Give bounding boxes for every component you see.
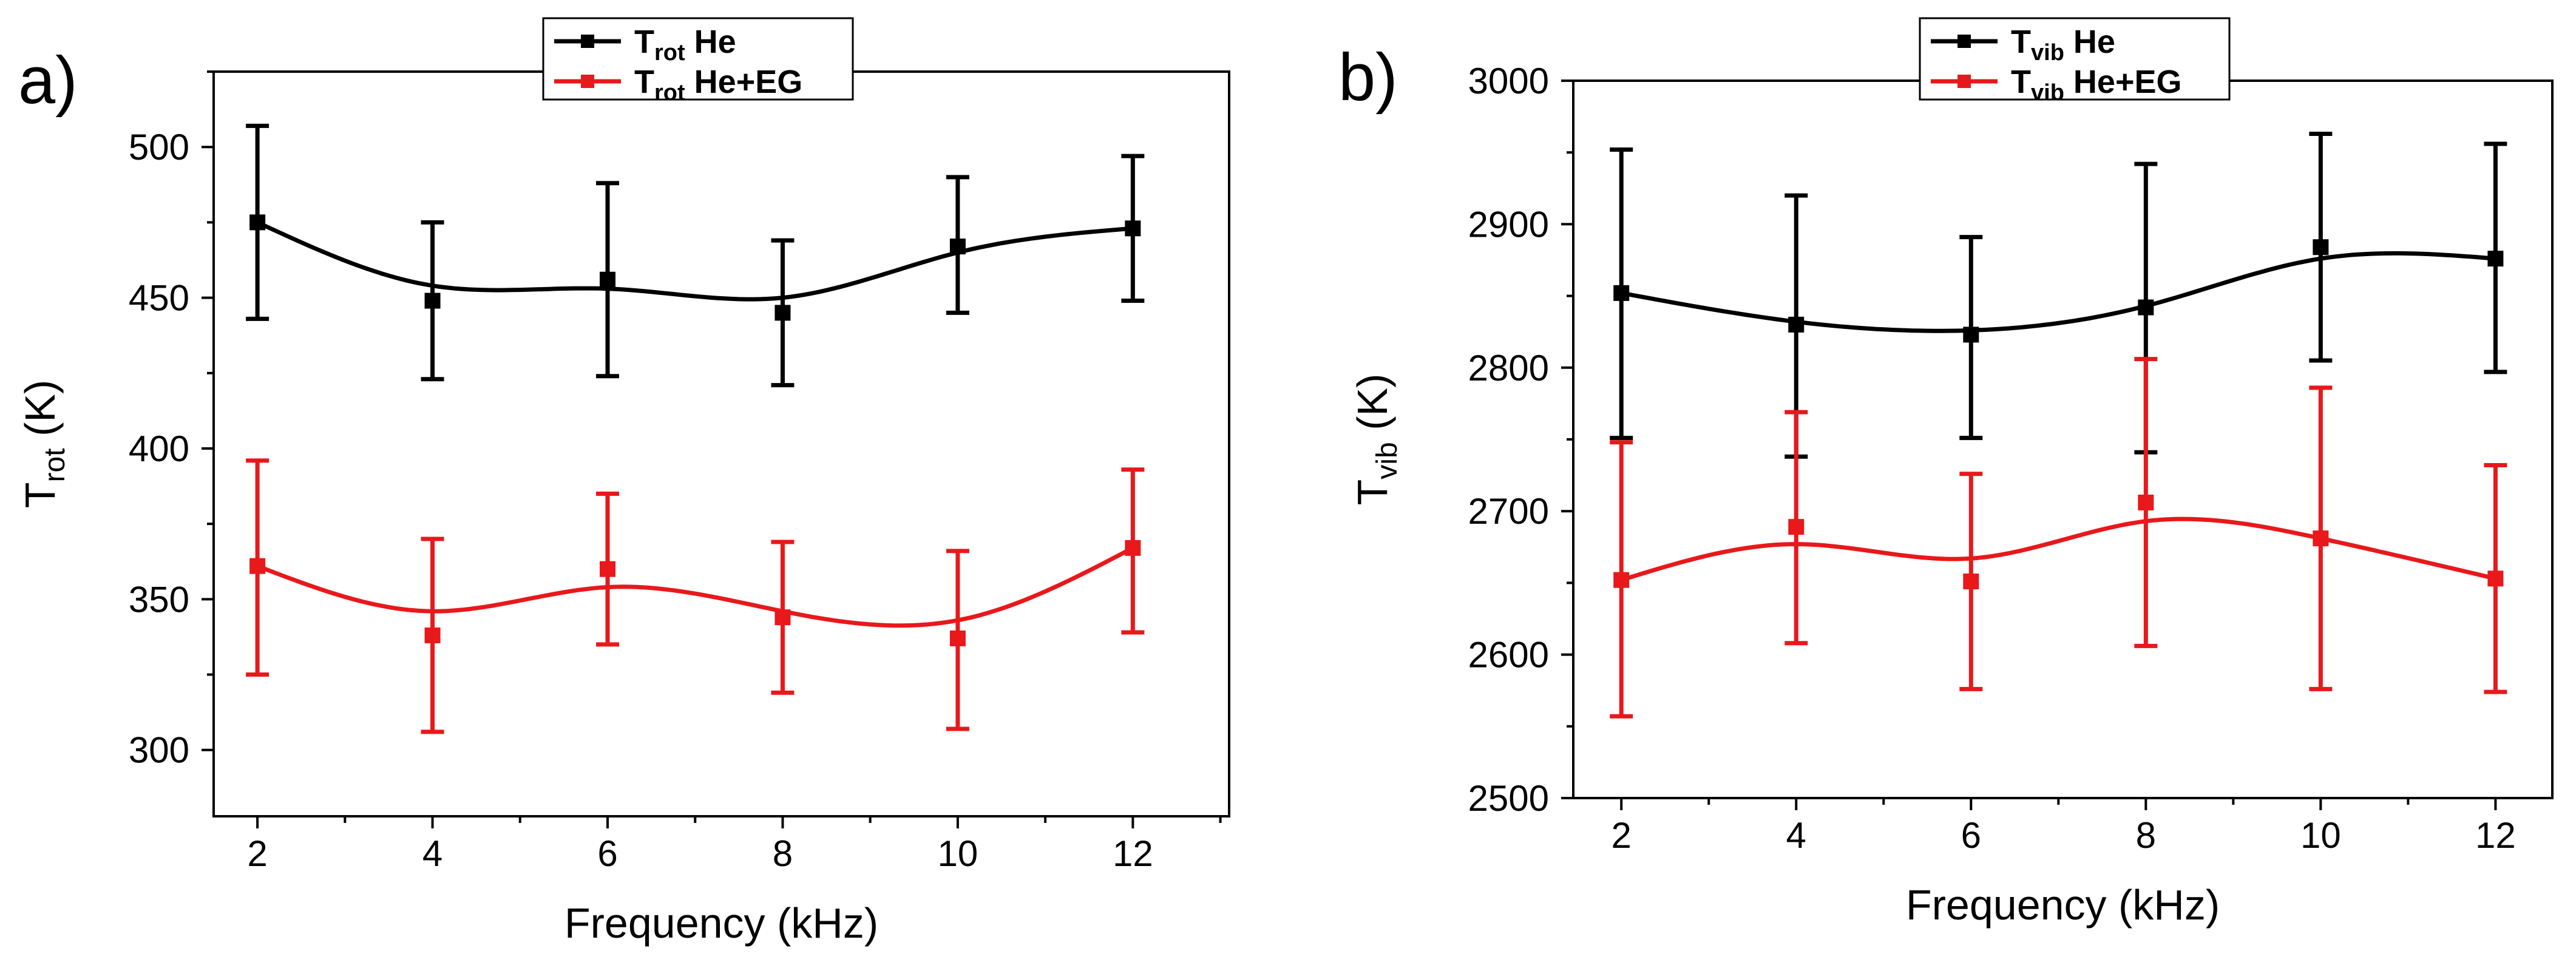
data-point	[1788, 316, 1805, 333]
y-tick-label: 2500	[1468, 778, 1549, 819]
x-tick-label: 4	[1786, 815, 1806, 856]
y-axis-title: Trot (K)	[16, 380, 71, 509]
y-tick-label: 300	[129, 730, 189, 771]
y-axis-title-sub: rot	[39, 448, 71, 482]
x-tick-label: 10	[938, 833, 978, 874]
x-tick-label: 4	[422, 833, 442, 874]
data-point	[774, 609, 791, 626]
data-point	[1125, 220, 1141, 237]
legend-label-tail: He+EG	[2064, 64, 2182, 100]
y-axis-title-main: T	[16, 482, 64, 509]
data-point	[774, 305, 791, 321]
data-point	[249, 558, 266, 574]
y-axis-title-tail: (K)	[1349, 374, 1396, 442]
y-tick-label: 2800	[1468, 348, 1549, 388]
x-tick-label: 8	[2136, 815, 2156, 856]
data-point	[1613, 285, 1630, 301]
legend-label: Tvib He	[2011, 24, 2115, 66]
legend-swatch-marker	[1957, 75, 1971, 88]
x-tick-label: 10	[2300, 815, 2341, 856]
chart-panel-b: b) 2 4 6 8 10 12 2500 2600 2700 2800 2900 3000 Freque…	[1338, 17, 2554, 929]
series-line	[256, 220, 1133, 302]
y-axis-title-main: T	[1349, 479, 1396, 506]
data-point	[424, 627, 441, 643]
x-tick-label: 6	[597, 833, 617, 874]
y-tick-label: 350	[129, 579, 189, 620]
y-tick-label: 3000	[1468, 61, 1549, 101]
data-point	[2138, 299, 2154, 316]
panel-label: b)	[1338, 40, 1398, 115]
y-tick-label: 2900	[1468, 204, 1549, 245]
data-point	[600, 561, 616, 577]
legend-label: Trot He+EG	[634, 64, 802, 106]
data-point	[949, 630, 966, 646]
legend-label: Tvib He+EG	[2011, 64, 2182, 106]
x-tick-label: 2	[247, 833, 267, 874]
legend-swatch-marker	[581, 35, 594, 48]
data-point	[1963, 327, 1979, 343]
y-tick-label: 2600	[1468, 635, 1549, 675]
y-tick-label: 2700	[1468, 491, 1549, 532]
chart-panel-a: a) 2 4 6 8 10 12 300 350 400 450 500 Frequency (kHz)…	[16, 17, 1230, 947]
series-1	[1610, 357, 2507, 719]
data-point	[249, 214, 266, 231]
series-line	[1621, 251, 2496, 333]
legend-swatch-marker	[581, 75, 594, 88]
series-1	[246, 458, 1145, 734]
legend-label-main: T	[634, 64, 654, 100]
data-point	[600, 271, 616, 288]
legend-label-sub: vib	[2031, 80, 2064, 106]
x-tick-label: 12	[1113, 833, 1153, 874]
y-tick-label: 500	[129, 127, 189, 168]
y-axis-title-tail: (K)	[16, 380, 64, 448]
legend-label-sub: rot	[654, 40, 685, 66]
data-point	[2138, 495, 2154, 511]
series-line	[1621, 516, 2496, 583]
legend-label-main: T	[2011, 64, 2031, 100]
series-line	[256, 546, 1134, 628]
legend-label-main: T	[2011, 24, 2031, 60]
legend-label-tail: He+EG	[685, 64, 803, 100]
y-axis-title-sub: vib	[1371, 442, 1403, 479]
panel-label: a)	[18, 43, 78, 118]
legend-box	[542, 17, 854, 101]
legend-label-sub: rot	[654, 80, 685, 106]
data-point	[1963, 574, 1979, 590]
data-point	[1613, 572, 1630, 588]
y-axis-title: Tvib (K)	[1349, 374, 1403, 506]
series-0	[246, 123, 1145, 388]
data-point	[424, 293, 441, 309]
data-point	[949, 239, 966, 255]
legend-label-tail: He	[2064, 24, 2115, 60]
x-tick-label: 2	[1612, 815, 1632, 856]
data-point	[1125, 540, 1141, 556]
data-point	[2487, 251, 2504, 267]
data-point	[2313, 530, 2329, 547]
legend-swatch-marker	[1957, 35, 1971, 48]
legend-label-tail: He	[685, 24, 736, 60]
legend-label-sub: vib	[2031, 40, 2064, 66]
legend-label: Trot He	[634, 24, 736, 66]
legend-label-main: T	[634, 24, 654, 60]
x-axis-title: Frequency (kHz)	[1906, 881, 2220, 929]
legend-box	[1919, 17, 2231, 101]
x-axis-title: Frequency (kHz)	[564, 899, 878, 947]
x-tick-label: 6	[1961, 815, 1981, 856]
y-tick-label: 400	[129, 428, 189, 469]
x-tick-label: 8	[773, 833, 793, 874]
data-point	[2487, 570, 2504, 587]
data-point	[2313, 239, 2329, 256]
y-tick-label: 450	[129, 278, 189, 319]
x-tick-label: 12	[2475, 815, 2516, 856]
data-point	[1788, 519, 1805, 535]
